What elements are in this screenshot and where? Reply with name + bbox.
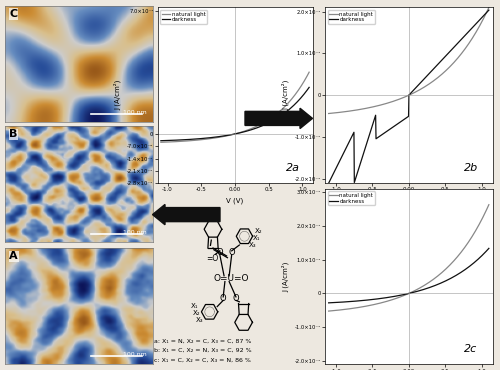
Text: X₁: X₁ xyxy=(191,303,198,309)
Text: X₂: X₂ xyxy=(255,228,262,234)
darkness xyxy=(486,8,492,12)
darkness xyxy=(378,296,384,301)
natural light xyxy=(486,202,492,207)
Text: O=U=O: O=U=O xyxy=(213,274,248,283)
natural light xyxy=(426,81,432,86)
natural light xyxy=(265,118,271,122)
Text: 2a: 2a xyxy=(286,163,300,173)
Text: O: O xyxy=(228,248,235,258)
Text: 100 nm: 100 nm xyxy=(123,353,146,357)
darkness xyxy=(265,121,271,125)
natural light xyxy=(389,100,395,104)
darkness xyxy=(206,135,212,140)
Text: 2b: 2b xyxy=(464,163,478,173)
darkness xyxy=(158,138,164,143)
darkness xyxy=(176,138,182,142)
darkness xyxy=(345,142,351,147)
Text: c: X₁ = C, X₂ = C, X₃ = N, 86 %: c: X₁ = C, X₂ = C, X₃ = N, 86 % xyxy=(154,357,250,362)
natural light xyxy=(426,280,432,284)
natural light xyxy=(442,268,448,273)
X-axis label: V (V): V (V) xyxy=(400,198,417,204)
Line: natural light: natural light xyxy=(328,7,489,114)
darkness xyxy=(251,127,257,131)
darkness xyxy=(326,301,332,305)
natural light xyxy=(345,109,351,114)
natural light xyxy=(326,111,332,116)
Line: natural light: natural light xyxy=(161,72,309,142)
Y-axis label: J (A/cm²): J (A/cm²) xyxy=(282,261,289,292)
Text: 2c: 2c xyxy=(464,344,477,354)
darkness xyxy=(389,125,395,130)
Line: natural light: natural light xyxy=(328,205,489,311)
Text: X₂: X₂ xyxy=(192,310,200,316)
Text: X₃: X₃ xyxy=(249,242,256,248)
natural light xyxy=(442,268,448,272)
natural light xyxy=(306,70,312,74)
Line: darkness: darkness xyxy=(161,87,309,141)
darkness xyxy=(378,133,384,138)
Text: X₁: X₁ xyxy=(254,235,261,241)
Text: a: X₁ = N, X₂ = C, X₃ = C, 87 %: a: X₁ = N, X₂ = C, X₃ = C, 87 % xyxy=(154,339,251,344)
natural light xyxy=(176,139,182,144)
Text: 100 nm: 100 nm xyxy=(123,110,146,115)
natural light xyxy=(158,140,164,145)
Line: darkness: darkness xyxy=(328,248,489,303)
natural light xyxy=(206,137,212,141)
natural light xyxy=(345,307,351,311)
Text: O: O xyxy=(220,294,226,303)
Text: O: O xyxy=(232,294,239,303)
natural light xyxy=(251,125,257,130)
darkness xyxy=(426,71,432,75)
Legend: natural light, darkness: natural light, darkness xyxy=(328,10,375,24)
natural light xyxy=(378,103,384,107)
natural light xyxy=(216,135,222,139)
darkness xyxy=(266,121,272,125)
Text: b: X₁ = C, X₂ = N, X₃ = C, 92 %: b: X₁ = C, X₂ = N, X₃ = C, 92 % xyxy=(154,348,251,353)
Text: B: B xyxy=(10,129,18,139)
natural light xyxy=(266,117,272,122)
Y-axis label: J (A/cm²): J (A/cm²) xyxy=(282,80,289,111)
darkness xyxy=(306,85,312,90)
natural light xyxy=(389,297,395,302)
Legend: natural light, darkness: natural light, darkness xyxy=(160,10,208,24)
Text: A: A xyxy=(10,251,18,261)
natural light xyxy=(442,69,448,74)
Y-axis label: J (A/cm²): J (A/cm²) xyxy=(114,80,122,111)
darkness xyxy=(442,279,448,283)
darkness xyxy=(442,54,448,59)
Text: C: C xyxy=(10,9,18,19)
Legend: natural light, darkness: natural light, darkness xyxy=(328,192,375,205)
Text: =O: =O xyxy=(206,254,218,263)
darkness xyxy=(442,55,448,60)
darkness xyxy=(486,246,492,250)
darkness xyxy=(326,181,332,185)
darkness xyxy=(216,134,222,139)
natural light xyxy=(486,5,492,10)
darkness xyxy=(426,285,432,290)
Text: 100 nm: 100 nm xyxy=(123,231,146,235)
darkness xyxy=(345,299,351,304)
Line: darkness: darkness xyxy=(328,10,489,183)
natural light xyxy=(326,309,332,313)
Text: X₃: X₃ xyxy=(196,317,203,323)
Text: O: O xyxy=(216,248,223,258)
natural light xyxy=(442,70,448,74)
darkness xyxy=(389,295,395,299)
natural light xyxy=(378,301,384,305)
X-axis label: V (V): V (V) xyxy=(226,198,244,204)
darkness xyxy=(442,279,448,284)
